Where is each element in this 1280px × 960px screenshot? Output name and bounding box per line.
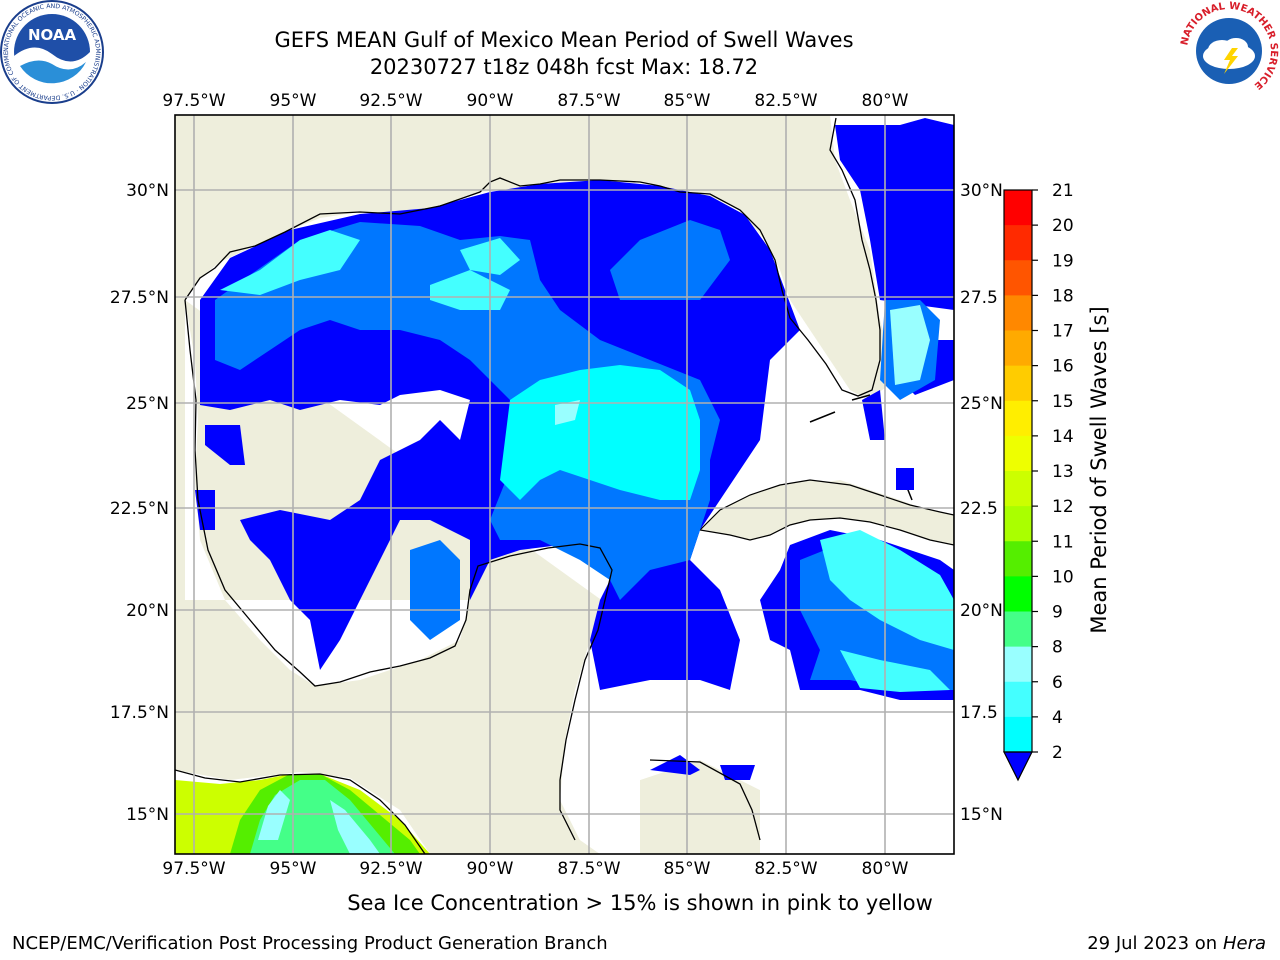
lon-label-bottom: 95°W: [270, 859, 317, 879]
lon-label-bottom: 90°W: [467, 859, 514, 879]
lon-label-bottom: 82.5°W: [754, 859, 817, 879]
colorbar-tick-label: 20: [1052, 216, 1074, 236]
lon-label-top: 87.5°W: [557, 91, 620, 111]
lat-label-left: 20°N: [126, 601, 169, 621]
colorbar-tick-label: 6: [1052, 673, 1063, 693]
chart-title: GEFS MEAN Gulf of Mexico Mean Period of …: [274, 28, 854, 52]
lon-label-bottom: 97.5°W: [162, 859, 225, 879]
colorbar-tick-label: 15: [1052, 392, 1074, 412]
colorbar-segment: [1004, 716, 1032, 753]
lon-label-top: 85°W: [664, 91, 711, 111]
colorbar-tick-label: 8: [1052, 638, 1063, 658]
coastlines: [175, 117, 881, 854]
graticule: [175, 115, 954, 854]
swell-field: [175, 118, 954, 854]
colorbar-segment: [1004, 260, 1032, 296]
lat-label-left: 17.5°N: [110, 703, 169, 723]
date-stamp: 29 Jul 2023 on Hera: [1087, 933, 1266, 954]
colorbar-segment: [1004, 365, 1032, 402]
lat-label-left: 27.5°N: [110, 288, 169, 308]
lat-label-left: 15°N: [126, 805, 169, 825]
lat-label-left: 22.5°N: [110, 499, 169, 519]
noaa-logo-text: NOAA: [28, 26, 77, 44]
lon-label-top: 90°W: [467, 91, 514, 111]
colorbar-tick-label: 4: [1052, 708, 1063, 728]
lon-label-top: 92.5°W: [359, 91, 422, 111]
colorbar-segment: [1004, 225, 1032, 261]
colorbar-segment: [1004, 646, 1032, 683]
colorbar-tick-label: 11: [1052, 532, 1074, 552]
colorbar-segment: [1004, 400, 1032, 437]
colorbar-tick-label: 9: [1052, 603, 1063, 623]
colorbar-tick-label: 19: [1052, 251, 1074, 271]
lat-label-right: 25°N: [960, 394, 1003, 414]
colorbar-segment: [1004, 506, 1032, 542]
sea-ice-caption: Sea Ice Concentration > 15% is shown in …: [347, 891, 933, 915]
lat-label-right: 27.5: [960, 288, 998, 308]
lat-label-left: 25°N: [126, 394, 169, 414]
lon-label-top: 97.5°W: [162, 91, 225, 111]
colorbar: 2 4 6 8 9 10 11 12 13 14 15 16 17 18 19 20 21: [1003, 181, 1074, 782]
colorbar-tick-label: 21: [1052, 181, 1074, 201]
noaa-logo: NATIONAL OCEANIC AND ATMOSPHERIC ADMINIS…: [0, 0, 104, 104]
colorbar-tick-label: 10: [1052, 567, 1074, 587]
lon-label-top: 82.5°W: [754, 91, 817, 111]
colorbar-tick-label: 2: [1052, 743, 1063, 763]
lat-label-right: 17.5: [960, 703, 998, 723]
lat-label-right: 30°N: [960, 181, 1003, 201]
lon-label-bottom: 85°W: [664, 859, 711, 879]
lon-label-top: 80°W: [862, 91, 909, 111]
colorbar-segment: [1004, 190, 1032, 226]
colorbar-segment: [1004, 295, 1032, 331]
credit-text: NCEP/EMC/Verification Post Processing Pr…: [12, 933, 608, 954]
colorbar-tick-label: 13: [1052, 462, 1074, 482]
colorbar-tick-label: 12: [1052, 497, 1074, 517]
cuba-landmass: [698, 479, 954, 546]
lat-label-right: 20°N: [960, 601, 1003, 621]
colorbar-segment: [1004, 681, 1032, 718]
colorbar-segment: [1004, 541, 1032, 577]
colorbar-tick-label: 14: [1052, 427, 1074, 447]
colorbar-segment: [1004, 330, 1032, 367]
lat-label-right: 22.5: [960, 499, 998, 519]
colorbar-tick-label: 17: [1052, 322, 1074, 342]
colorbar-tick-label: 16: [1052, 357, 1074, 377]
colorbar-tick-label: 18: [1052, 286, 1074, 306]
lat-label-left: 30°N: [126, 181, 169, 201]
colorbar-segment: [1004, 435, 1032, 472]
lat-label-right: 15°N: [960, 805, 1003, 825]
lon-label-bottom: 92.5°W: [359, 859, 422, 879]
nws-logo: NATIONAL WEATHER SERVICE: [1179, 1, 1279, 101]
lon-label-top: 95°W: [270, 91, 317, 111]
host-name: Hera: [1222, 933, 1266, 954]
lon-label-bottom: 87.5°W: [557, 859, 620, 879]
lon-label-bottom: 80°W: [862, 859, 909, 879]
colorbar-label: Mean Period of Swell Waves [s]: [1087, 306, 1111, 633]
colorbar-segment: [1004, 611, 1032, 648]
map-frame: [174, 114, 955, 855]
colorbar-segment: [1004, 471, 1032, 507]
colorbar-extension: [1003, 751, 1033, 782]
colorbar-segment: [1004, 576, 1032, 612]
date-text: 29 Jul 2023 on: [1087, 933, 1218, 954]
chart-subtitle: 20230727 t18z 048h fcst Max: 18.72: [369, 55, 759, 79]
